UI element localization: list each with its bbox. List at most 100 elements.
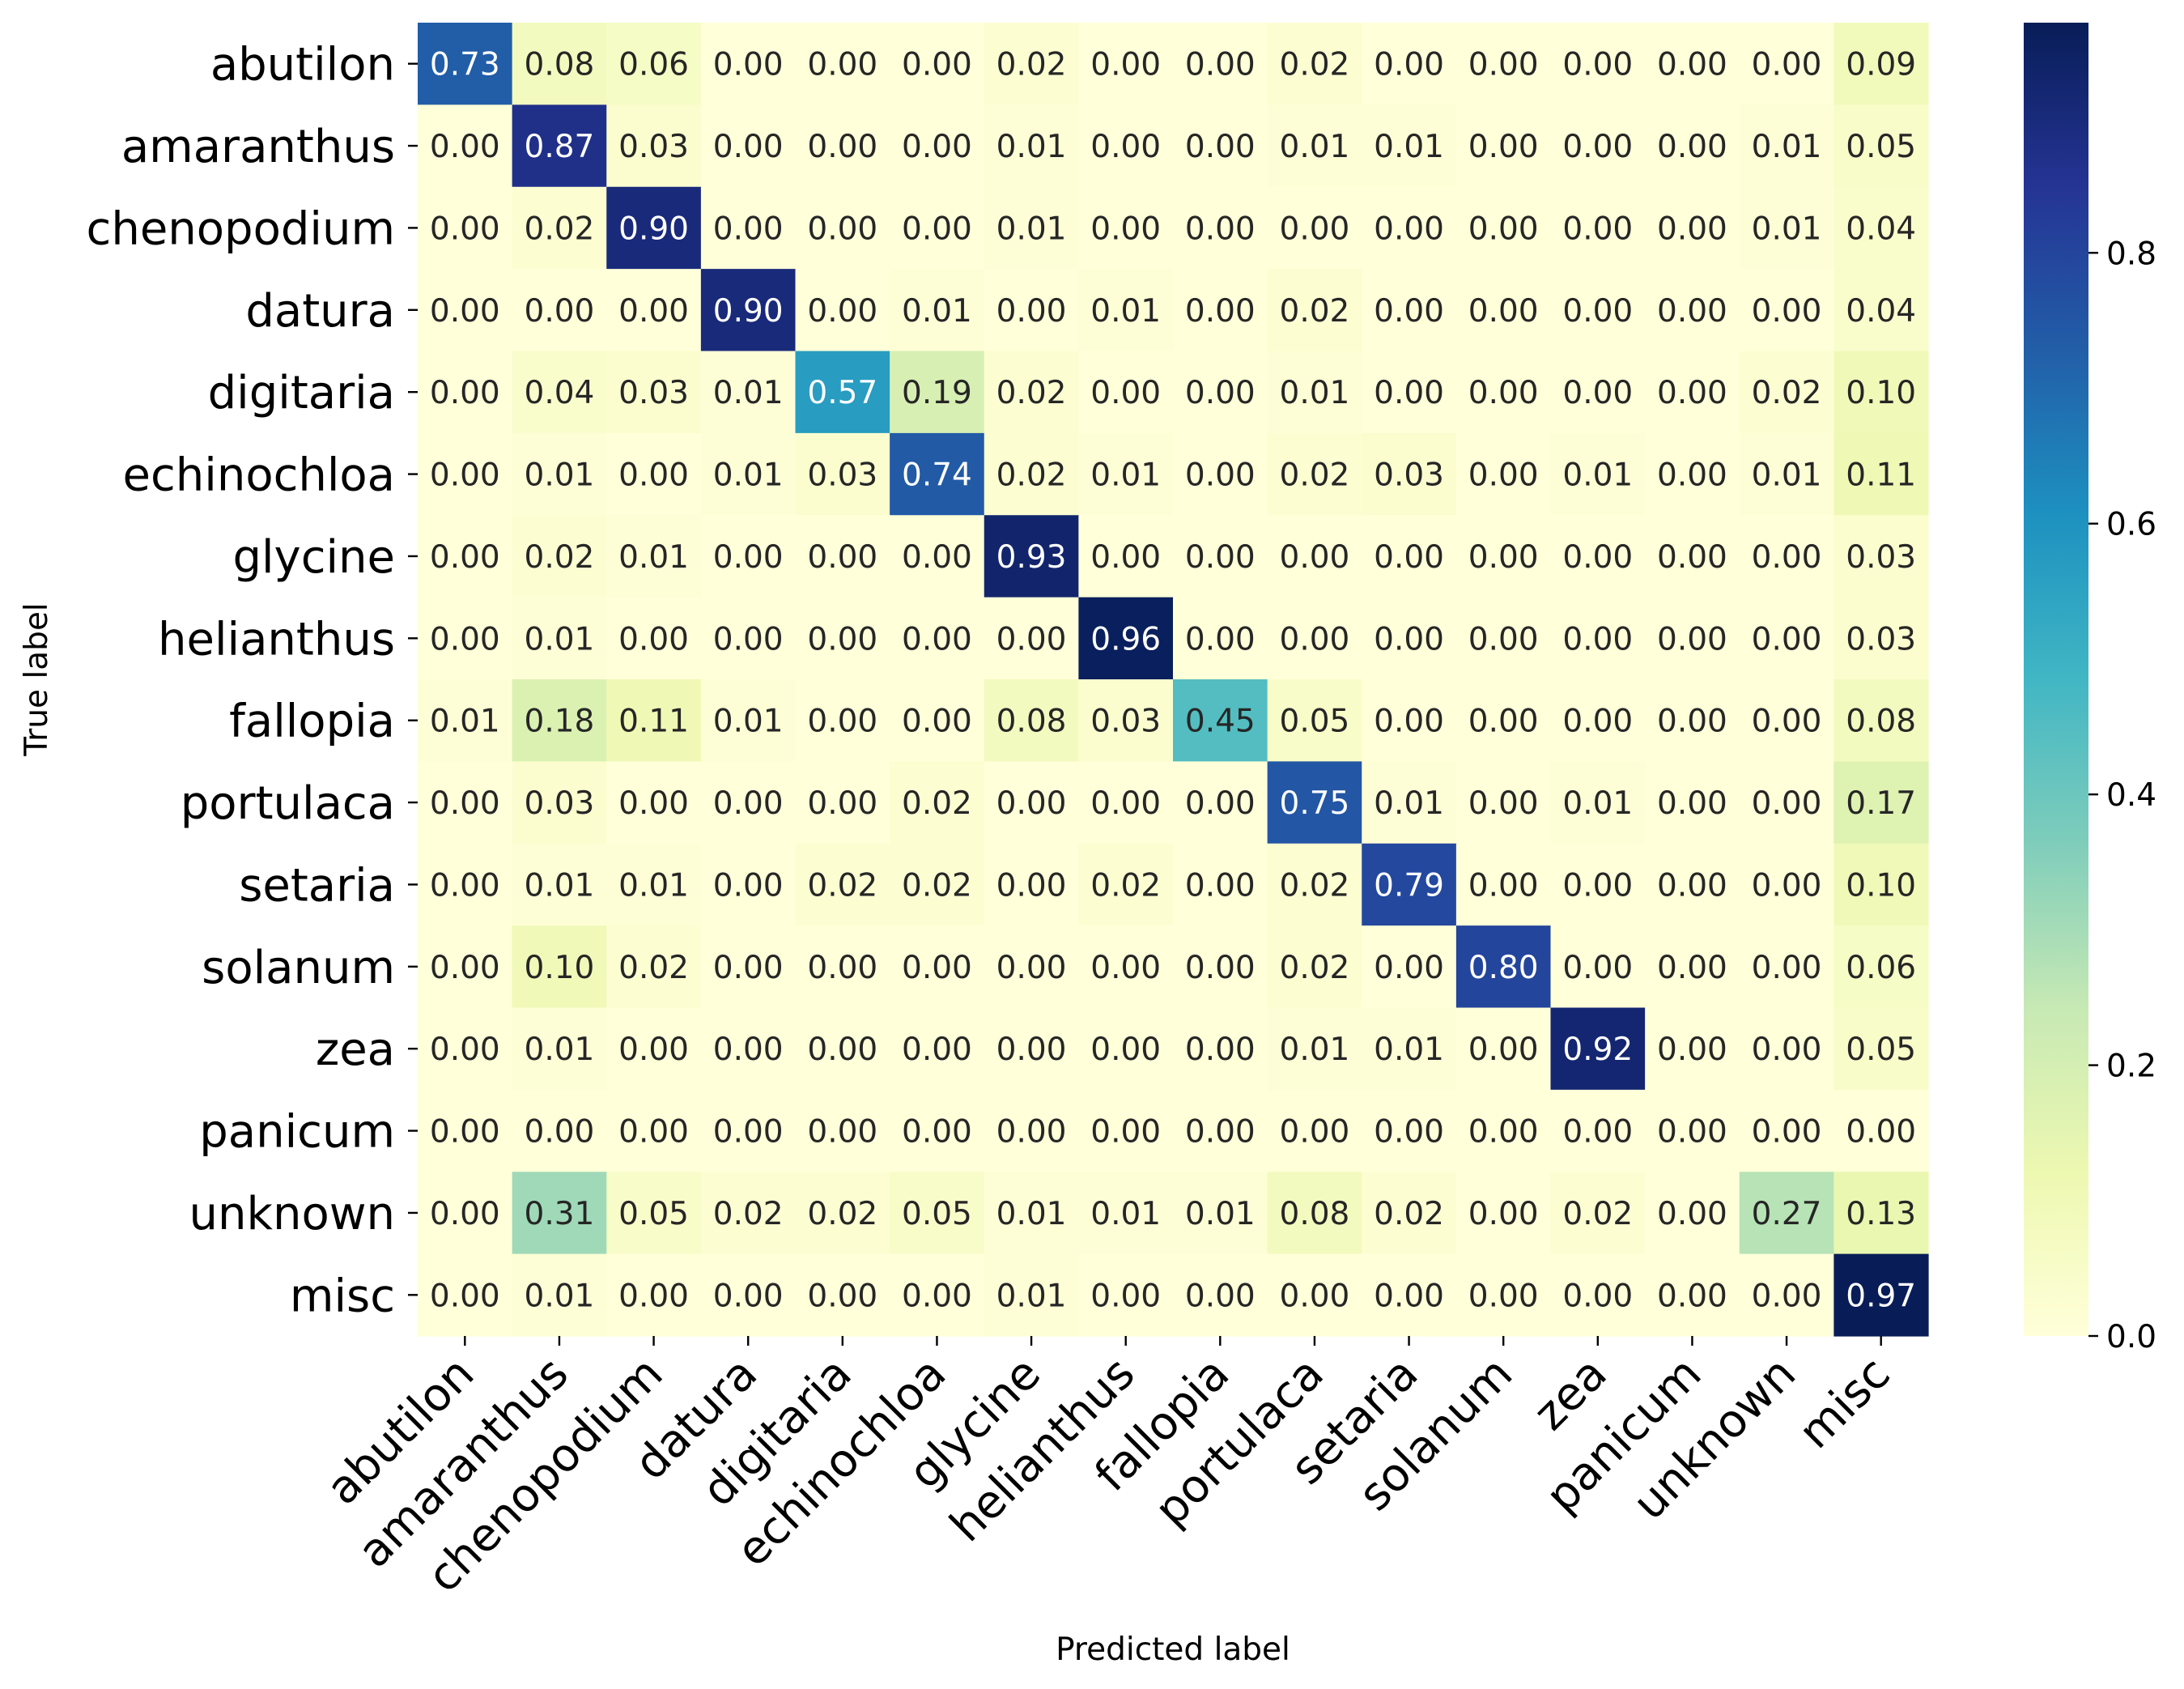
heatmap-cell xyxy=(1739,104,1834,188)
heatmap-cell-value: 0.00 xyxy=(618,293,689,330)
heatmap-cell-value: 0.18 xyxy=(525,704,595,740)
heatmap-cell xyxy=(700,925,797,1009)
heatmap-cell xyxy=(1455,1172,1552,1255)
heatmap-cell-value: 0.45 xyxy=(1185,704,1256,740)
heatmap-cell-value: 0.00 xyxy=(996,1032,1067,1068)
heatmap-cell-value: 0.00 xyxy=(1090,1114,1161,1151)
heatmap-cell-value: 0.97 xyxy=(1846,1278,1916,1314)
heatmap-cell-value: 0.00 xyxy=(430,211,500,247)
heatmap-cell xyxy=(795,761,890,844)
heatmap-cell xyxy=(1833,104,1929,188)
heatmap-cell-value: 0.00 xyxy=(713,211,784,247)
heatmap-cell xyxy=(1455,679,1552,762)
heatmap-cell-value: 0.00 xyxy=(996,950,1067,986)
heatmap-cell-value: 0.00 xyxy=(807,621,877,657)
heatmap-cell xyxy=(1550,925,1646,1009)
heatmap-cell-value: 0.11 xyxy=(1846,457,1916,494)
heatmap-cell-value: 0.00 xyxy=(1657,539,1727,576)
heatmap-cell-value: 0.00 xyxy=(1562,621,1633,657)
heatmap-cell-value: 0.02 xyxy=(902,867,972,904)
heatmap-cell-value: 0.00 xyxy=(1468,1196,1539,1232)
heatmap-cell xyxy=(984,761,1079,844)
heatmap-cell xyxy=(1455,1089,1552,1172)
heatmap-cell xyxy=(1455,515,1552,598)
heatmap-cell xyxy=(1645,679,1740,762)
heatmap-cell-value: 0.00 xyxy=(1374,1278,1444,1314)
heatmap-cell-value: 0.00 xyxy=(996,785,1067,822)
heatmap-cell-value: 0.73 xyxy=(430,47,500,83)
heatmap-cell-value: 0.00 xyxy=(902,539,972,576)
heatmap-cell xyxy=(1645,1172,1740,1255)
heatmap-cell xyxy=(1362,1089,1457,1172)
heatmap-cell-value: 0.00 xyxy=(1090,950,1161,986)
heatmap-cell xyxy=(984,925,1079,1009)
heatmap-cell xyxy=(1362,269,1457,352)
heatmap-cell-value: 0.00 xyxy=(430,621,500,657)
heatmap-cell-value: 0.10 xyxy=(1846,375,1916,411)
heatmap-cell-value: 0.00 xyxy=(1752,621,1822,657)
heatmap-cell-value: 0.00 xyxy=(1468,621,1539,657)
heatmap-cell-value: 0.02 xyxy=(1280,47,1350,83)
y-tick-label: unknown xyxy=(189,1188,395,1240)
heatmap-cell xyxy=(1645,104,1740,188)
heatmap-cell-value: 0.00 xyxy=(1752,1032,1822,1068)
heatmap-cell xyxy=(700,1007,797,1091)
heatmap-cell xyxy=(1173,761,1268,844)
heatmap-cell xyxy=(1267,761,1362,844)
heatmap-cell-value: 0.05 xyxy=(618,1196,689,1232)
heatmap-cell-value: 0.01 xyxy=(430,704,500,740)
y-axis-title: True label xyxy=(19,602,55,757)
heatmap-cell xyxy=(1833,432,1929,516)
heatmap-cell-value: 0.00 xyxy=(1468,293,1539,330)
heatmap-cell-value: 0.00 xyxy=(713,129,784,165)
heatmap-cell xyxy=(890,23,985,105)
y-tick-label: misc xyxy=(290,1270,395,1322)
heatmap-cell xyxy=(1267,1089,1362,1172)
heatmap-cell xyxy=(1362,104,1457,188)
heatmap-cell-value: 0.02 xyxy=(1280,867,1350,904)
heatmap-cell-value: 0.00 xyxy=(1090,1278,1161,1314)
y-tick-label: solanum xyxy=(202,942,395,994)
y-tick-label: digitaria xyxy=(208,367,395,419)
y-axis: abutilon amaranthus chenopodium datura digit… xyxy=(87,39,418,1322)
heatmap-cell xyxy=(795,597,890,680)
heatmap-cell xyxy=(1739,1007,1834,1091)
heatmap-cell xyxy=(512,186,607,270)
heatmap-cell-value: 0.00 xyxy=(1374,621,1444,657)
heatmap-cell-value: 0.01 xyxy=(1752,457,1822,494)
heatmap-cell-value: 0.06 xyxy=(618,47,689,83)
heatmap-cell xyxy=(1173,1007,1268,1091)
heatmap-cell-value: 0.02 xyxy=(807,1196,877,1232)
heatmap-cell xyxy=(890,761,985,844)
heatmap-cell xyxy=(1739,597,1834,680)
heatmap-cell-value: 0.01 xyxy=(713,375,784,411)
heatmap-cell xyxy=(512,515,607,598)
heatmap-cell-value: 0.00 xyxy=(1185,211,1256,247)
heatmap-cell-value: 0.00 xyxy=(430,1032,500,1068)
heatmap-cell xyxy=(890,1172,985,1255)
heatmap-cell-value: 0.00 xyxy=(430,293,500,330)
heatmap-cell xyxy=(1362,1253,1457,1337)
heatmap-cell-value: 0.00 xyxy=(807,1278,877,1314)
heatmap-cell-value: 0.02 xyxy=(1090,867,1161,904)
heatmap-cell xyxy=(700,1253,797,1337)
heatmap-cell xyxy=(1173,186,1268,270)
heatmap-cell xyxy=(700,843,797,926)
heatmap-cell xyxy=(1645,1007,1740,1091)
heatmap-cell-value: 0.00 xyxy=(1562,129,1633,165)
heatmap-cell xyxy=(1739,1253,1834,1337)
heatmap-cell-value: 0.00 xyxy=(807,1114,877,1151)
heatmap-cell xyxy=(1645,186,1740,270)
heatmap-cell xyxy=(418,1172,513,1255)
heatmap-cell xyxy=(512,843,607,926)
heatmap-cell xyxy=(512,925,607,1009)
heatmap-cell-value: 0.05 xyxy=(1280,704,1350,740)
heatmap-cell-value: 0.00 xyxy=(902,950,972,986)
heatmap-cell xyxy=(1173,597,1268,680)
heatmap-cell-value: 0.00 xyxy=(430,1114,500,1151)
colorbar-tick-label: 0.0 xyxy=(2106,1319,2156,1355)
heatmap-cell-value: 0.00 xyxy=(1562,950,1633,986)
heatmap-cell xyxy=(984,1089,1079,1172)
heatmap-cell xyxy=(795,1007,890,1091)
